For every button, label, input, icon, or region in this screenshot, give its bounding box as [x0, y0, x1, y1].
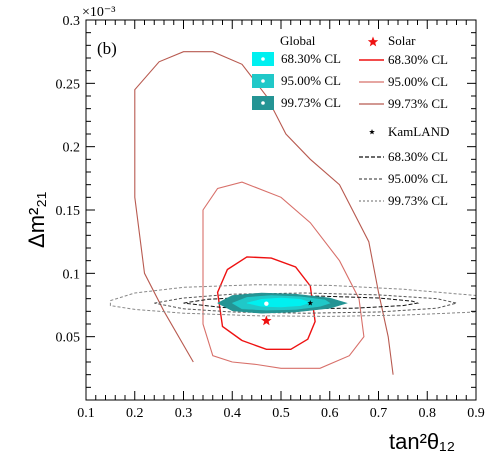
legend-label-global: 99.73% CL: [281, 95, 341, 110]
panel-label: (b): [97, 39, 117, 58]
solar-best-fit-marker: [261, 315, 272, 326]
y-tick-label: 0.25: [56, 77, 81, 92]
y-tick-label: 0.3: [63, 14, 81, 29]
x-axis-title: tan²θ₁₂: [389, 429, 455, 454]
legend-swatch-dot: [261, 101, 265, 105]
kamland-best-fit-marker: [307, 300, 314, 306]
y-axis-title: Δm²₂₁: [24, 192, 49, 248]
x-tick-label: 0.2: [126, 406, 144, 421]
solar-95-00-cl-contour: [202, 181, 365, 369]
legend-solar-marker: [367, 36, 379, 47]
legend-label-solar: 68.30% CL: [388, 52, 448, 67]
solar-99-73-cl-contour: [134, 51, 394, 375]
legend-title-solar: Solar: [388, 33, 416, 48]
legend-title-global: Global: [280, 33, 316, 48]
legend-label-kamland: 68.30% CL: [388, 149, 448, 164]
legend-title-kamland: KamLAND: [388, 124, 449, 139]
contour-layer: [109, 51, 477, 375]
y-multiplier: ×10⁻³: [82, 5, 115, 20]
legend-label-kamland: 95.00% CL: [388, 171, 448, 186]
legend-swatch-dot: [261, 57, 265, 61]
x-tick-label: 0.5: [272, 406, 290, 421]
legend-label-solar: 99.73% CL: [388, 96, 448, 111]
legend-global: Global 68.30% CL 95.00% CL 99.73% CL: [252, 33, 341, 110]
y-tick-label: 0.2: [63, 141, 81, 156]
x-tick-label: 0.1: [77, 406, 95, 421]
legend-solar: Solar 68.30% CL 95.00% CL 99.73% CL: [359, 33, 448, 111]
y-tick-label: 0.15: [56, 204, 81, 219]
x-tick-label: 0.4: [224, 406, 242, 421]
legend-kamland: KamLAND 68.30% CL 95.00% CL 99.73% CL: [359, 124, 449, 208]
tick-layer: 0.1 0.2 0.3 0.4 0.5 0.6 0.7 0.8 0.9 0.05 0.1 0.15 0.…: [56, 14, 485, 421]
legend-label-global: 68.30% CL: [281, 51, 341, 66]
solar-68-30-cl-contour: [216, 256, 316, 350]
x-tick-label: 0.8: [419, 406, 437, 421]
legend-label-solar: 95.00% CL: [388, 74, 448, 89]
legend: Global 68.30% CL 95.00% CL 99.73% CL Solar 68…: [252, 33, 449, 208]
x-tick-label: 0.6: [321, 406, 339, 421]
x-tick-label: 0.7: [370, 406, 388, 421]
x-tick-label: 0.9: [467, 406, 485, 421]
global-best-fit-marker: [264, 301, 269, 306]
legend-label-global: 95.00% CL: [281, 73, 341, 88]
y-tick-label: 0.1: [63, 267, 81, 282]
legend-label-kamland: 99.73% CL: [388, 193, 448, 208]
best-fit-markers: [261, 300, 314, 326]
y-tick-label: 0.05: [56, 331, 81, 346]
x-tick-label: 0.3: [175, 406, 193, 421]
legend-kamland-marker: [369, 129, 375, 135]
legend-swatch-dot: [261, 79, 265, 83]
